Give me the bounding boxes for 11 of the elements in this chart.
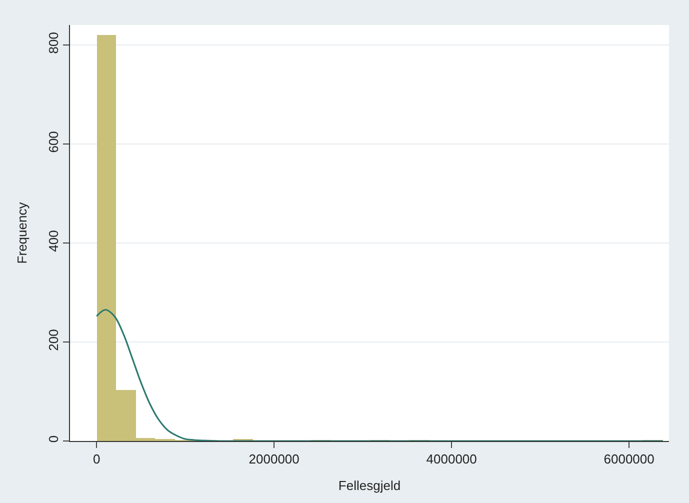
y-tick-label: 0 — [46, 435, 61, 443]
x-axis-title: Fellesgjeld — [338, 478, 401, 494]
y-tick-label: 800 — [46, 32, 61, 54]
x-tick-label: 2000000 — [248, 452, 300, 467]
y-tick-label: 200 — [46, 329, 61, 351]
x-tick-label: 6000000 — [604, 452, 654, 467]
x-tick-label: 0 — [93, 452, 100, 467]
y-tick-label: 400 — [46, 230, 61, 252]
y-tick-label: 600 — [46, 131, 61, 153]
x-tick-label: 4000000 — [426, 452, 477, 467]
y-axis-title: Frequency — [14, 202, 30, 264]
